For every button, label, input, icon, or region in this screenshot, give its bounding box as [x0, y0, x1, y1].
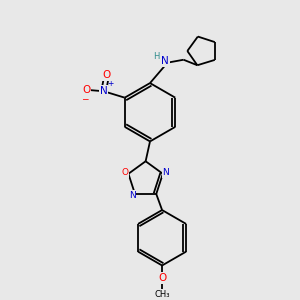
Text: N: N: [100, 86, 108, 96]
Text: N: N: [162, 168, 169, 177]
Text: O: O: [103, 70, 111, 80]
Text: O: O: [158, 273, 166, 283]
Text: N: N: [129, 191, 135, 200]
Text: O: O: [122, 168, 128, 177]
Text: +: +: [107, 80, 113, 88]
Text: O: O: [82, 85, 90, 95]
Text: −: −: [81, 94, 88, 103]
Text: N: N: [161, 56, 169, 66]
Text: CH₃: CH₃: [154, 290, 170, 299]
Text: H: H: [153, 52, 160, 61]
